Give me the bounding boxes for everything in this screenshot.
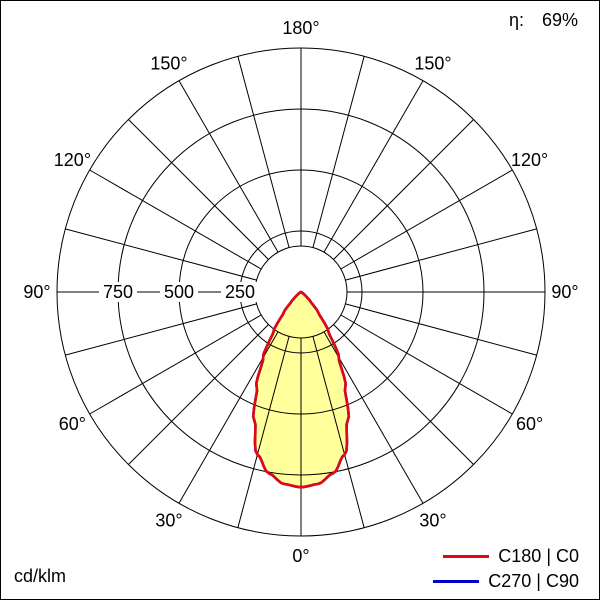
radial-tick-label: 250 <box>225 282 255 302</box>
grid-spoke <box>345 228 537 281</box>
unit-label: cd/klm <box>14 566 67 586</box>
grid-spoke <box>128 119 269 260</box>
angle-tick-label: 0° <box>292 546 309 566</box>
grid-spoke <box>333 119 474 260</box>
grid-spoke <box>128 324 269 465</box>
grid-spoke <box>312 336 365 528</box>
grid-spoke <box>323 80 424 253</box>
angle-tick-label: 120° <box>511 150 548 170</box>
legend-label-c270-c90: C270 | C90 <box>488 570 579 591</box>
grid-spoke <box>323 331 424 504</box>
legend: C180 | C0 C270 | C90 <box>433 545 579 592</box>
angle-tick-label: 30° <box>155 511 182 531</box>
grid-spoke <box>178 80 279 253</box>
efficiency-label: η: <box>508 10 524 30</box>
angle-tick-label: 90° <box>23 282 50 302</box>
grid-spoke <box>340 314 513 415</box>
grid-spoke <box>237 336 290 528</box>
radial-tick-label: 750 <box>103 282 133 302</box>
angle-tick-label: 180° <box>282 18 319 38</box>
angle-tick-label: 150° <box>414 53 451 73</box>
legend-item-c180-c0: C180 | C0 <box>443 545 579 567</box>
grid-spoke <box>237 56 290 248</box>
radial-tick-backing <box>99 282 137 302</box>
angle-tick-label: 90° <box>551 282 578 302</box>
grid-spoke <box>65 228 257 281</box>
efficiency-value: 69% <box>541 10 578 30</box>
legend-label-c180-c0: C180 | C0 <box>498 545 579 566</box>
angle-tick-label: 30° <box>419 511 446 531</box>
grid-spoke <box>333 324 474 465</box>
grid-spoke <box>178 331 279 504</box>
grid-spoke <box>345 303 537 356</box>
radial-tick-backing <box>221 282 259 302</box>
angle-tick-label: 120° <box>54 150 91 170</box>
radial-tick-backing <box>160 282 198 302</box>
grid-spoke <box>65 303 257 356</box>
intensity-curve-c180-c0 <box>251 290 351 489</box>
legend-item-c270-c90: C270 | C90 <box>433 570 579 592</box>
red-curve-swatch <box>443 554 490 558</box>
angle-tick-label: 60° <box>516 414 543 434</box>
blue-curve-swatch <box>433 579 480 583</box>
angle-tick-label: 60° <box>59 414 86 434</box>
angle-tick-label: 150° <box>150 53 187 73</box>
radial-tick-label: 500 <box>164 282 194 302</box>
grid-spoke <box>89 314 262 415</box>
grid-spoke <box>89 169 262 270</box>
efficiency-readout: η: 69% <box>509 10 578 30</box>
grid-spoke <box>312 56 365 248</box>
grid-spoke <box>340 169 513 270</box>
